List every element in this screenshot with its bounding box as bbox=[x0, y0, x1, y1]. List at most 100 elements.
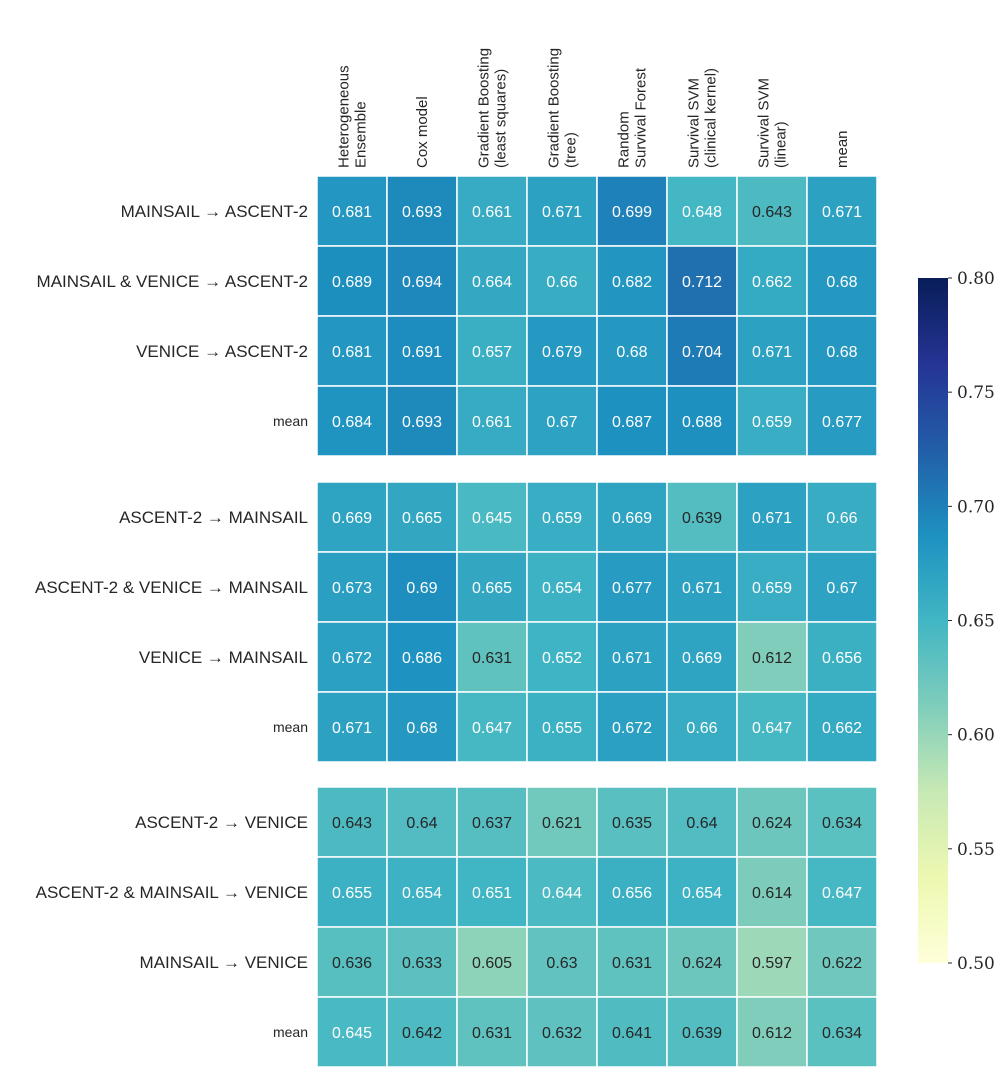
heatmap-cell bbox=[386, 551, 458, 623]
cell-value-label: 0.662 bbox=[752, 274, 792, 291]
heatmap-cell bbox=[386, 315, 458, 387]
heatmap-cell bbox=[526, 481, 598, 553]
cell-value-label: 0.671 bbox=[682, 580, 722, 597]
cell-value-label: 0.677 bbox=[822, 414, 862, 431]
colorbar-tick-label: 0.65 bbox=[957, 612, 995, 632]
cell-value-label: 0.672 bbox=[612, 720, 652, 737]
cell-value-label: 0.612 bbox=[752, 650, 792, 667]
column-header: (tree) bbox=[563, 132, 580, 168]
cell-value-label: 0.631 bbox=[472, 650, 512, 667]
cell-value-label: 0.677 bbox=[612, 580, 652, 597]
heatmap-cell bbox=[806, 385, 878, 457]
cell-value-label: 0.612 bbox=[752, 1025, 792, 1042]
heatmap-cell bbox=[316, 691, 388, 763]
cell-value-label: 0.634 bbox=[822, 815, 862, 832]
cell-value-label: 0.681 bbox=[332, 344, 372, 361]
colorbar-tick-label: 0.75 bbox=[957, 383, 995, 403]
heatmap-cell bbox=[596, 926, 668, 998]
cell-value-label: 0.689 bbox=[332, 274, 372, 291]
cell-value-label: 0.67 bbox=[546, 414, 577, 431]
cell-value-label: 0.68 bbox=[406, 720, 437, 737]
heatmap-cell bbox=[806, 481, 878, 553]
cell-value-label: 0.659 bbox=[542, 510, 582, 527]
cell-value-label: 0.661 bbox=[472, 204, 512, 221]
cell-value-label: 0.652 bbox=[542, 650, 582, 667]
heatmap-cell bbox=[456, 996, 528, 1068]
column-header: mean bbox=[834, 130, 851, 168]
cell-value-label: 0.682 bbox=[612, 274, 652, 291]
colorbar-tick-label: 0.55 bbox=[957, 840, 995, 860]
heatmap-cell bbox=[386, 926, 458, 998]
heatmap-cell bbox=[456, 175, 528, 247]
row-label: mean bbox=[273, 1024, 308, 1040]
heatmap-cell bbox=[316, 385, 388, 457]
cell-value-label: 0.712 bbox=[682, 274, 722, 291]
row-label: mean bbox=[273, 413, 308, 429]
cell-value-label: 0.687 bbox=[612, 414, 652, 431]
column-header: Gradient Boosting bbox=[476, 48, 493, 168]
cell-value-label: 0.645 bbox=[472, 510, 512, 527]
cell-value-label: 0.688 bbox=[682, 414, 722, 431]
cell-value-label: 0.643 bbox=[332, 815, 372, 832]
cell-value-label: 0.654 bbox=[542, 580, 582, 597]
heatmap-cell bbox=[666, 786, 738, 858]
cell-value-label: 0.64 bbox=[406, 815, 437, 832]
heatmap-cell bbox=[736, 551, 808, 623]
cell-value-label: 0.66 bbox=[686, 720, 717, 737]
heatmap-cell bbox=[526, 315, 598, 387]
heatmap-cell bbox=[596, 856, 668, 928]
column-header: (least squares) bbox=[493, 69, 510, 168]
cell-value-label: 0.66 bbox=[546, 274, 577, 291]
cell-value-label: 0.633 bbox=[402, 955, 442, 972]
heatmap-cell bbox=[316, 926, 388, 998]
heatmap-cell bbox=[806, 691, 878, 763]
heatmap-cell bbox=[806, 856, 878, 928]
heatmap-cell bbox=[666, 856, 738, 928]
cell-value-label: 0.681 bbox=[332, 204, 372, 221]
cell-value-label: 0.634 bbox=[822, 1025, 862, 1042]
cell-value-label: 0.704 bbox=[682, 344, 722, 361]
heatmap-cell bbox=[526, 856, 598, 928]
colorbar-tick-label: 0.80 bbox=[957, 269, 995, 289]
cell-value-label: 0.691 bbox=[402, 344, 442, 361]
cell-value-label: 0.671 bbox=[542, 204, 582, 221]
heatmap-cell bbox=[386, 245, 458, 317]
heatmap-cell bbox=[316, 621, 388, 693]
heatmap-cell bbox=[806, 786, 878, 858]
heatmap-cell bbox=[386, 786, 458, 858]
cell-value-label: 0.699 bbox=[612, 204, 652, 221]
cell-value-label: 0.671 bbox=[752, 510, 792, 527]
heatmap-cell bbox=[666, 621, 738, 693]
cell-value-label: 0.632 bbox=[542, 1025, 582, 1042]
cell-value-label: 0.647 bbox=[752, 720, 792, 737]
cell-value-label: 0.64 bbox=[686, 815, 717, 832]
colorbar bbox=[918, 278, 948, 963]
cell-value-label: 0.661 bbox=[472, 414, 512, 431]
column-header: Cox model bbox=[414, 96, 431, 168]
row-label: ASCENT-2 & VENICE → MAINSAIL bbox=[35, 578, 308, 597]
heatmap-cell bbox=[596, 996, 668, 1068]
heatmap-cell bbox=[596, 621, 668, 693]
cell-value-label: 0.622 bbox=[822, 955, 862, 972]
heatmap-cell bbox=[736, 385, 808, 457]
heatmap-cell bbox=[666, 315, 738, 387]
cell-value-label: 0.605 bbox=[472, 955, 512, 972]
heatmap-cell bbox=[386, 621, 458, 693]
heatmap-cell bbox=[806, 175, 878, 247]
cell-value-label: 0.639 bbox=[682, 510, 722, 527]
heatmap-cell bbox=[386, 856, 458, 928]
cell-value-label: 0.648 bbox=[682, 204, 722, 221]
heatmap-cell bbox=[596, 786, 668, 858]
heatmap-cell bbox=[666, 551, 738, 623]
column-header: (clinical kernel) bbox=[703, 68, 720, 168]
cell-value-label: 0.671 bbox=[332, 720, 372, 737]
cell-value-label: 0.643 bbox=[752, 204, 792, 221]
heatmap-cell bbox=[316, 175, 388, 247]
cell-value-label: 0.671 bbox=[612, 650, 652, 667]
heatmap-cell bbox=[456, 551, 528, 623]
heatmap-cell bbox=[526, 926, 598, 998]
cell-value-label: 0.693 bbox=[402, 414, 442, 431]
heatmap-cell bbox=[736, 856, 808, 928]
cell-value-label: 0.67 bbox=[826, 580, 857, 597]
